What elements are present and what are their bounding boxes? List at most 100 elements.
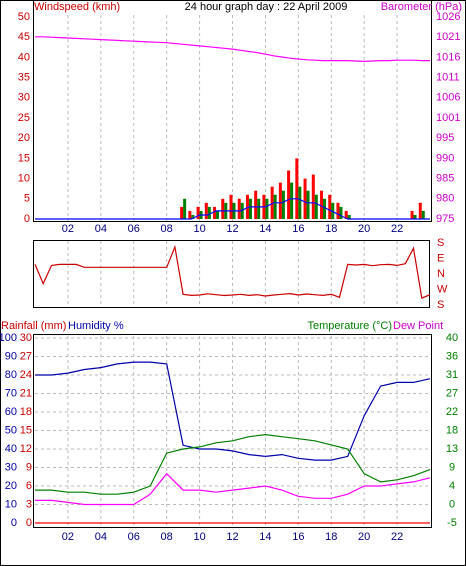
y-tick-label: 15	[18, 152, 30, 164]
x-tick-label: 14	[259, 531, 271, 543]
wind-bar	[339, 206, 343, 219]
wind-bar	[183, 198, 187, 219]
x-tick-label: 10	[193, 531, 205, 543]
x-tick-label: 04	[95, 223, 107, 235]
y-tick-label: 10	[5, 498, 17, 510]
wind-bar	[245, 194, 249, 219]
y-tick-label: S	[437, 237, 444, 249]
wind-bar	[278, 182, 282, 219]
wind-bar	[240, 202, 244, 219]
y-tick-label: 35	[18, 72, 30, 84]
y-tick-label: E	[437, 252, 444, 264]
wind-bar	[418, 202, 422, 219]
x-tick-label: 16	[292, 223, 304, 235]
x-tick-label: 16	[292, 531, 304, 543]
wind-bar	[303, 178, 307, 219]
y3-tick-label: 6	[26, 480, 32, 492]
barometer-label: Barometer (hPa)	[381, 1, 462, 13]
wind-bar	[216, 210, 220, 219]
y-tick-label: 20	[5, 480, 17, 492]
y-tick-label: 45	[18, 31, 30, 43]
y2-tick-label: 995	[436, 132, 454, 144]
x-tick-label: 10	[193, 223, 205, 235]
y-tick-label: 60	[5, 406, 17, 418]
humidity-label: Humidity %	[68, 320, 124, 332]
wind-bar	[248, 198, 252, 219]
wind-bar	[196, 206, 200, 219]
y2-tick-label: 31	[446, 369, 458, 381]
wind-bar	[410, 210, 414, 219]
y2-tick-label: 27	[446, 387, 458, 399]
y3-tick-label: 12	[20, 443, 32, 455]
direction-panel	[33, 240, 430, 308]
wind-bar	[207, 206, 211, 219]
y2-tick-label: 1026	[436, 11, 460, 23]
wind-bar	[314, 194, 318, 219]
wind-bar	[306, 190, 310, 219]
y-tick-label: 40	[18, 51, 30, 63]
x-tick-label: 08	[161, 223, 173, 235]
x-tick-label: 20	[358, 223, 370, 235]
x-tick-label: 14	[259, 223, 271, 235]
y-tick-label: S	[437, 299, 444, 311]
x-tick-label: 06	[128, 531, 140, 543]
y3-tick-label: 0	[26, 517, 32, 529]
y-tick-label: 100	[0, 332, 17, 344]
y3-tick-label: 27	[20, 350, 32, 362]
temperature-label: Temperature (°C)	[308, 320, 392, 332]
wind-bar	[331, 202, 335, 219]
y-tick-label: 20	[18, 132, 30, 144]
y2-tick-label: 40	[446, 332, 458, 344]
y-tick-label: 10	[18, 173, 30, 185]
y-tick-label: N	[437, 268, 445, 280]
series-line	[35, 361, 431, 461]
wind-bar	[413, 214, 417, 219]
y2-tick-label: -5	[447, 517, 457, 529]
y-tick-label: 80	[5, 369, 17, 381]
y-tick-label: 40	[5, 443, 17, 455]
y2-tick-label: 980	[436, 193, 454, 205]
x-tick-label: 02	[62, 223, 74, 235]
wind-bar	[180, 206, 184, 219]
wind-bar	[204, 202, 208, 219]
y-tick-label: 0	[11, 517, 17, 529]
wind-bar	[237, 198, 241, 219]
series-line	[34, 244, 431, 299]
y2-tick-label: 990	[436, 152, 454, 164]
wind-bar	[221, 198, 225, 219]
y-tick-label: 30	[18, 92, 30, 104]
series-line	[35, 198, 430, 220]
wind-bar	[229, 194, 233, 219]
y2-tick-label: 36	[446, 350, 458, 362]
wind-bar	[328, 194, 332, 219]
x-tick-label: 08	[161, 531, 173, 543]
y3-tick-label: 30	[20, 332, 32, 344]
wind-bar	[320, 190, 324, 219]
y3-tick-label: 21	[20, 387, 32, 399]
x-tick-label: 22	[391, 223, 403, 235]
wind-bar	[344, 210, 348, 219]
x-tick-label: 12	[226, 531, 238, 543]
series-line	[35, 433, 431, 495]
y2-tick-label: 1011	[436, 72, 460, 84]
y-tick-label: 70	[5, 387, 17, 399]
wind-bar	[270, 186, 274, 219]
wind-bar	[323, 198, 327, 219]
y-tick-label: 30	[5, 461, 17, 473]
wind-bar	[265, 198, 269, 219]
y-tick-label: 50	[18, 11, 30, 23]
y2-tick-label: 1021	[436, 31, 460, 43]
rainfall-label: Rainfall (mm)	[1, 320, 66, 332]
x-tick-label: 18	[325, 531, 337, 543]
wind-bar	[213, 206, 217, 219]
y2-tick-label: 985	[436, 173, 454, 185]
y-tick-label: 5	[24, 193, 30, 205]
windspeed-label: Windspeed (kmh)	[34, 1, 120, 13]
wind-bar	[347, 214, 351, 219]
y3-tick-label: 24	[20, 369, 32, 381]
y2-tick-label: 9	[449, 461, 455, 473]
wind-bar	[298, 186, 302, 219]
wind-bar	[290, 182, 294, 219]
series-line	[35, 472, 431, 506]
x-tick-label: 20	[358, 531, 370, 543]
